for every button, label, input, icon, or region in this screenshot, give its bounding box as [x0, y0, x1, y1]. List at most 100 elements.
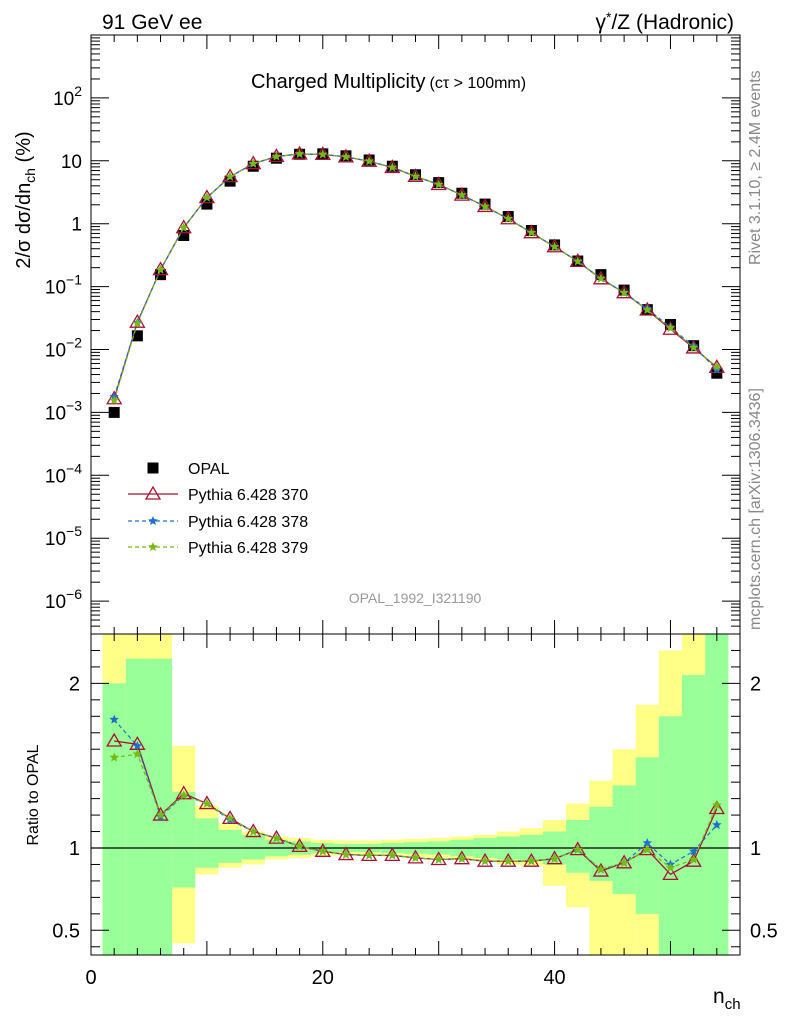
pythia-379-point: [503, 213, 513, 223]
pythia-379-point: [526, 227, 537, 237]
ratio-379-point: [688, 854, 699, 864]
pythia-379-point: [202, 192, 212, 202]
side-text-mcplots: mcplots.cern.ch [arXiv:1306.3436]: [747, 388, 764, 630]
y-tick-base: 10: [45, 466, 66, 487]
pythia-379-point: [572, 256, 583, 266]
y-tick-label-ratio-left: 2: [69, 673, 80, 695]
pythia-379-point: [225, 171, 235, 181]
ratio-379-point: [619, 857, 629, 867]
pythia-379-point: [109, 395, 119, 405]
y-tick-base: 10: [53, 89, 74, 110]
y-tick-label-main: 10−1: [45, 272, 82, 299]
pythia-379-point: [341, 151, 351, 161]
pythia-379-point: [712, 361, 722, 371]
legend-opal-marker: [147, 462, 159, 474]
y-tick-label-ratio-right: 1: [750, 838, 761, 860]
ratio-379-point: [202, 798, 212, 808]
ratio-379-point: [433, 854, 444, 864]
x-axis-label: nch: [713, 985, 741, 1013]
ratio-379-point: [665, 862, 676, 872]
y-tick-label-ratio-left: 0.5: [52, 920, 80, 942]
opal-point: [201, 198, 213, 210]
ratio-379-point: [318, 846, 328, 856]
ratio-379-point: [457, 853, 467, 863]
ratio-378-point: [642, 838, 653, 848]
band-inner-bin: [635, 757, 659, 914]
pythia-379-point: [155, 264, 166, 274]
analysis-watermark: OPAL_1992_I321190: [349, 590, 482, 606]
header-right: γ*/Z (Hadronic): [596, 9, 734, 34]
plot-title: Charged Multiplicity (cτ > 100mm): [251, 71, 526, 93]
pythia-379-point: [271, 151, 282, 161]
ratio-379-point: [271, 833, 282, 843]
ratio-band-inner: [102, 634, 729, 955]
ratio-379-point: [410, 852, 421, 862]
y-axis-label: 2/σ dσ/dnch (%): [13, 131, 38, 268]
pythia-379-point: [433, 179, 444, 189]
y-tick-label-main: 102: [53, 83, 82, 110]
pythia-378-line: [113, 153, 718, 397]
pythia-370-line: [113, 153, 718, 399]
pythia-379-point: [132, 318, 143, 328]
pythia-370-point: [106, 390, 123, 405]
x-tick-label: 20: [312, 967, 334, 989]
band-inner-bin: [612, 785, 636, 895]
opal-point: [131, 330, 143, 342]
y-tick-label-main: 10−4: [45, 460, 82, 487]
ratio-378-point: [688, 846, 699, 856]
pythia-379-point: [457, 190, 467, 200]
band-inner-bin: [682, 675, 706, 955]
y-tick-exponent: −6: [66, 586, 82, 602]
y-tick-label-main: 10−5: [45, 523, 82, 550]
opal-point: [178, 229, 190, 241]
y-tick-label-ratio-left: 1: [69, 838, 80, 860]
y-tick-label-main: 10−3: [45, 397, 82, 424]
ratio-379-point: [480, 856, 490, 866]
y-tick-label-main: 10−6: [45, 586, 82, 613]
y-tick-base: 10: [45, 529, 66, 550]
y-tick-label-main: 1: [71, 215, 82, 236]
pythia-379-point: [364, 156, 374, 166]
ratio-379-point: [526, 856, 537, 866]
ratio-379-point: [712, 800, 722, 810]
band-inner-bin: [218, 829, 242, 863]
ratio-379-point: [387, 850, 398, 860]
x-tick-label: 40: [543, 967, 565, 989]
pythia-379-point: [688, 342, 699, 352]
pythia-370-point: [662, 320, 679, 335]
band-inner-bin: [195, 818, 219, 868]
ratio-379-point: [503, 856, 513, 866]
y-tick-base: 10: [61, 152, 82, 173]
ratio-379-point: [642, 844, 653, 854]
ratio-370-point: [175, 785, 192, 800]
ratio-370-point: [592, 862, 610, 877]
pythia-379-point: [248, 158, 259, 168]
ratio-y-axis-label: Ratio to OPAL: [25, 744, 42, 845]
pythia-379-point: [596, 273, 606, 283]
legend-370-marker: [144, 485, 162, 500]
ratio-379-point: [596, 864, 606, 874]
y-tick-exponent: −1: [66, 272, 82, 288]
ratio-379-point: [572, 844, 583, 854]
y-tick-base: 1: [71, 215, 82, 236]
ratio-series: [106, 714, 725, 880]
ratio-370-point: [685, 852, 702, 867]
y-tick-base: 10: [45, 278, 66, 299]
ratio-379-point: [225, 813, 235, 823]
pythia-379-point: [387, 162, 398, 172]
y-tick-label-ratio-right: 2: [750, 673, 761, 695]
ratio-379-point: [364, 850, 374, 860]
opal-point: [247, 160, 259, 172]
legend-label: Pythia 6.428 378: [188, 514, 308, 531]
legend-label: OPAL: [188, 461, 230, 478]
band-inner-bin: [172, 792, 196, 888]
band-inner-bin: [102, 683, 126, 955]
opal-point: [711, 367, 723, 379]
ratio-370-point: [708, 800, 725, 815]
ratio-379-point: [155, 810, 166, 820]
band-inner-bin: [125, 658, 149, 955]
y-tick-label-ratio-right: 0.5: [750, 920, 778, 942]
pythia-379-point: [665, 322, 676, 333]
pythia-379-point: [642, 304, 653, 315]
